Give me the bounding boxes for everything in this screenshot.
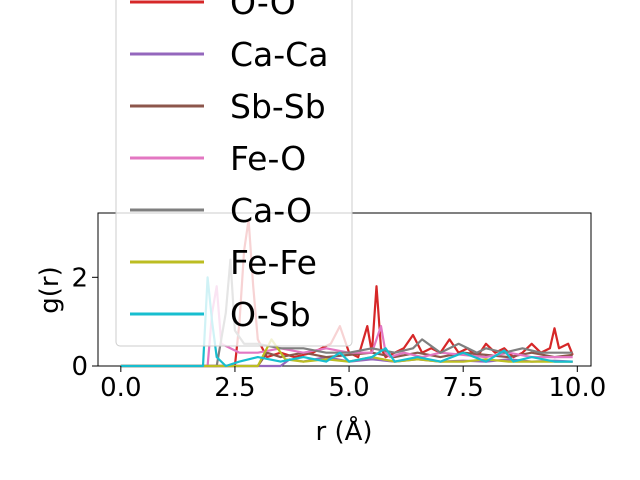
series-line-2 (120, 351, 573, 368)
legend-label: Fe-Fe (230, 243, 317, 282)
x-tick-label: 5.0 (328, 373, 369, 403)
legend-label: Ca-O (230, 191, 312, 230)
series-line-6 (120, 276, 573, 368)
x-tick-label: 10.0 (548, 373, 606, 403)
ticks-layer: 0.0 2.5 5.0 7.5 10.0 0 2 (71, 263, 606, 403)
legend-label: O-Sb (230, 295, 311, 334)
legend-label: Sb-Sb (230, 87, 326, 126)
legend-label: O-O (230, 0, 296, 22)
y-axis-label: g(r) (35, 266, 65, 313)
y-tick-label: 2 (71, 263, 88, 293)
legend-label: Ca-Ca (230, 35, 328, 74)
y-tick-label: 0 (71, 352, 88, 382)
x-tick-label: 7.5 (443, 373, 484, 403)
legend: O-O Ca-Ca Sb-Sb Fe-O Ca-O Fe-Fe O-Sb (115, 0, 353, 347)
legend-box (115, 0, 353, 347)
legend-label: Fe-O (230, 139, 306, 178)
x-tick-label: 0.0 (100, 373, 141, 403)
x-axis-label: r (Å) (315, 415, 372, 447)
x-tick-label: 2.5 (214, 373, 255, 403)
